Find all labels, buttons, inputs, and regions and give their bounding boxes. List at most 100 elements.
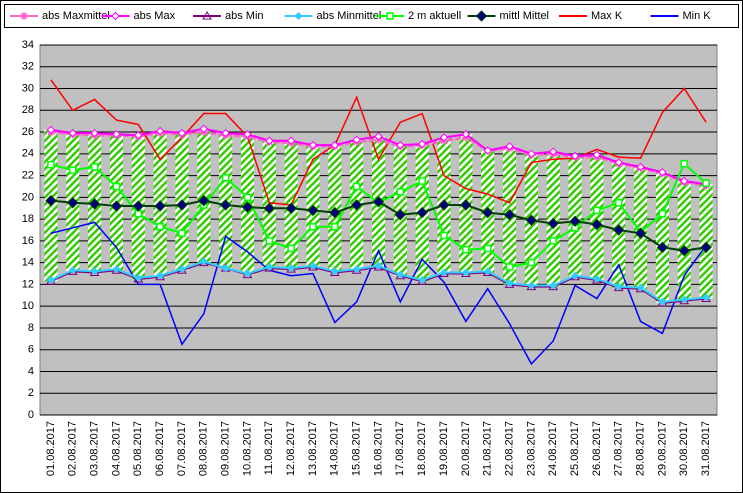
y-tick-label: 6	[28, 344, 34, 356]
y-tick-label: 28	[22, 104, 34, 116]
marker	[700, 241, 712, 254]
y-tick-label: 34	[22, 39, 34, 51]
marker	[90, 267, 99, 276]
marker	[286, 136, 296, 145]
marker	[527, 281, 536, 290]
range-bar	[699, 184, 713, 299]
marker	[287, 264, 296, 273]
marker	[527, 258, 536, 267]
marker	[134, 273, 143, 282]
marker	[525, 214, 538, 226]
marker	[309, 222, 317, 231]
x-tick-label: 05.08.2017	[132, 421, 144, 476]
marker	[287, 244, 295, 253]
marker	[90, 128, 99, 138]
legend-label: Max K	[591, 10, 623, 22]
marker	[90, 163, 99, 171]
marker	[417, 139, 427, 149]
marker	[680, 176, 689, 186]
x-tick-label: 20.08.2017	[460, 421, 472, 476]
marker	[352, 182, 361, 191]
marker	[374, 261, 383, 270]
legend-label: 2 m aktuell	[408, 10, 461, 22]
marker	[527, 149, 536, 159]
marker	[330, 140, 340, 150]
marker	[265, 263, 274, 271]
y-tick-label: 22	[22, 169, 34, 181]
x-tick-label: 12.08.2017	[285, 421, 297, 476]
marker	[330, 267, 339, 276]
x-tick-label: 31.08.2017	[700, 421, 712, 476]
marker	[68, 128, 77, 138]
legend-label: abs Minmittel	[317, 10, 382, 22]
marker	[155, 126, 165, 136]
marker	[154, 200, 166, 212]
x-tick-label: 06.08.2017	[154, 421, 166, 476]
marker	[570, 151, 580, 161]
y-tick-label: 8	[28, 322, 34, 334]
x-tick-label: 23.08.2017	[525, 421, 537, 476]
marker	[440, 268, 449, 277]
marker	[636, 162, 645, 172]
x-tick-label: 21.08.2017	[482, 421, 494, 476]
marker	[67, 197, 79, 209]
legend	[4, 4, 739, 28]
marker	[569, 215, 581, 228]
marker	[549, 281, 558, 290]
series-line	[50, 221, 707, 366]
legend-label: abs Maxmittel	[42, 10, 110, 22]
marker	[156, 222, 164, 231]
marker	[46, 125, 56, 135]
legend-label: abs Min	[225, 10, 264, 22]
marker	[438, 199, 450, 211]
x-tick-label: 14.08.2017	[329, 421, 341, 476]
y-tick-label: 16	[22, 235, 34, 247]
y-tick-label: 18	[22, 213, 34, 225]
marker	[483, 244, 492, 253]
marker	[329, 206, 341, 219]
marker	[199, 257, 208, 266]
series-line	[50, 79, 707, 206]
marker	[483, 267, 492, 276]
marker	[656, 241, 669, 254]
marker	[439, 133, 449, 142]
marker	[68, 266, 77, 275]
y-tick-label: 12	[22, 278, 34, 290]
marker	[221, 128, 230, 138]
legend-label: Min K	[683, 10, 712, 22]
marker	[374, 132, 383, 141]
marker	[112, 265, 121, 274]
marker	[219, 199, 232, 211]
x-tick-label: 10.08.2017	[241, 421, 253, 476]
y-tick-label: 24	[22, 148, 34, 160]
marker	[88, 198, 101, 210]
y-tick-label: 20	[22, 191, 34, 203]
y-tick-label: 10	[22, 300, 34, 312]
marker	[418, 276, 427, 285]
marker	[265, 237, 274, 245]
marker	[571, 271, 580, 280]
marker	[481, 206, 494, 219]
y-tick-label: 30	[22, 82, 34, 94]
marker	[307, 204, 319, 217]
marker	[111, 11, 120, 21]
marker	[243, 269, 252, 278]
x-tick-label: 02.08.2017	[67, 421, 79, 476]
marker	[461, 268, 470, 277]
marker	[198, 194, 210, 207]
marker	[112, 130, 121, 139]
x-tick-label: 25.08.2017	[569, 421, 581, 476]
x-tick-label: 22.08.2017	[503, 421, 515, 476]
marker	[331, 222, 339, 231]
marker	[658, 168, 667, 177]
marker	[702, 179, 710, 187]
marker	[177, 265, 186, 274]
marker	[202, 10, 212, 20]
marker	[20, 12, 28, 20]
marker	[613, 224, 625, 236]
marker	[294, 12, 303, 20]
marker	[418, 177, 426, 185]
x-tick-label: 29.08.2017	[656, 421, 668, 476]
marker	[503, 209, 516, 221]
